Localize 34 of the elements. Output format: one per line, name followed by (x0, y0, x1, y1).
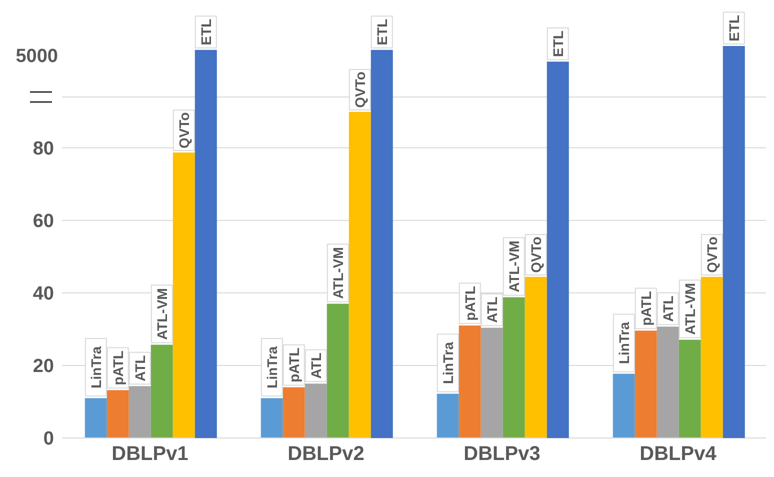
text: ATL (308, 352, 324, 379)
y-tick-label: 40 (32, 284, 54, 305)
text: ATL (132, 354, 148, 382)
y-tick-label: 0 (43, 428, 54, 450)
x-tick-label: DBLPv1 (112, 443, 188, 466)
text: pATL (462, 286, 478, 321)
text: ETL (198, 18, 214, 46)
text: ETL (550, 30, 566, 58)
text: LinTra (440, 342, 456, 384)
text: ATL (660, 296, 676, 322)
text: QVTo (352, 72, 368, 108)
y-tick-label: 60 (32, 211, 54, 232)
text: pATL (110, 350, 126, 386)
x-tick-label: DBLPv4 (640, 443, 718, 466)
text: ETL (374, 18, 390, 46)
y-tick-label: 80 (32, 138, 54, 160)
text: ATL-VM (154, 288, 170, 340)
text: 5000 (14, 46, 58, 68)
text: ATL-VM (330, 247, 346, 299)
x-tick-label: DBLPv2 (288, 443, 364, 466)
x-tick-label: DBLPv3 (464, 443, 540, 466)
text: LinTra (88, 346, 104, 388)
text: LinTra (616, 322, 632, 364)
text: ATL-VM (506, 240, 522, 292)
text: QVTo (528, 236, 544, 273)
text: QVTo (176, 112, 192, 148)
text: ATL-VM (682, 282, 698, 335)
y-tick-label: 20 (32, 356, 54, 378)
text: pATL (638, 290, 654, 326)
text: ETL (726, 14, 742, 42)
text: ATL (484, 296, 500, 323)
text: LinTra (264, 346, 280, 388)
text: pATL (286, 348, 302, 382)
text: QVTo (704, 236, 720, 273)
